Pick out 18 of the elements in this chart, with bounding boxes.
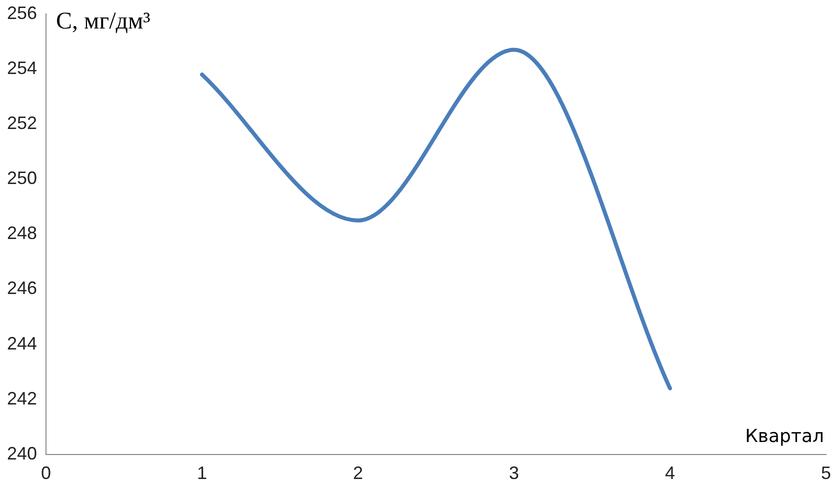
y-tick-label: 250 xyxy=(6,168,38,188)
y-tick-label: 242 xyxy=(6,388,38,408)
x-tick-label: 2 xyxy=(353,463,364,484)
y-axis-title: C, мг/дм³ xyxy=(56,8,150,34)
y-tick-label: 256 xyxy=(6,2,38,23)
y-tick-label: 240 xyxy=(6,443,38,464)
x-tick-label: 5 xyxy=(820,463,832,484)
y-tick-label: 244 xyxy=(6,333,38,354)
x-tick-label: 1 xyxy=(197,463,208,484)
x-tick-label: 3 xyxy=(509,463,520,484)
y-tick-label: 246 xyxy=(6,278,38,298)
x-axis-title: Квартал xyxy=(745,426,824,448)
y-tick-label: 248 xyxy=(6,223,38,244)
y-tick-label: 254 xyxy=(6,58,38,78)
line-series xyxy=(200,48,672,390)
x-tick-label: 4 xyxy=(665,463,676,484)
x-tick-label: 0 xyxy=(41,463,52,484)
y-tick-label: 252 xyxy=(6,113,38,134)
